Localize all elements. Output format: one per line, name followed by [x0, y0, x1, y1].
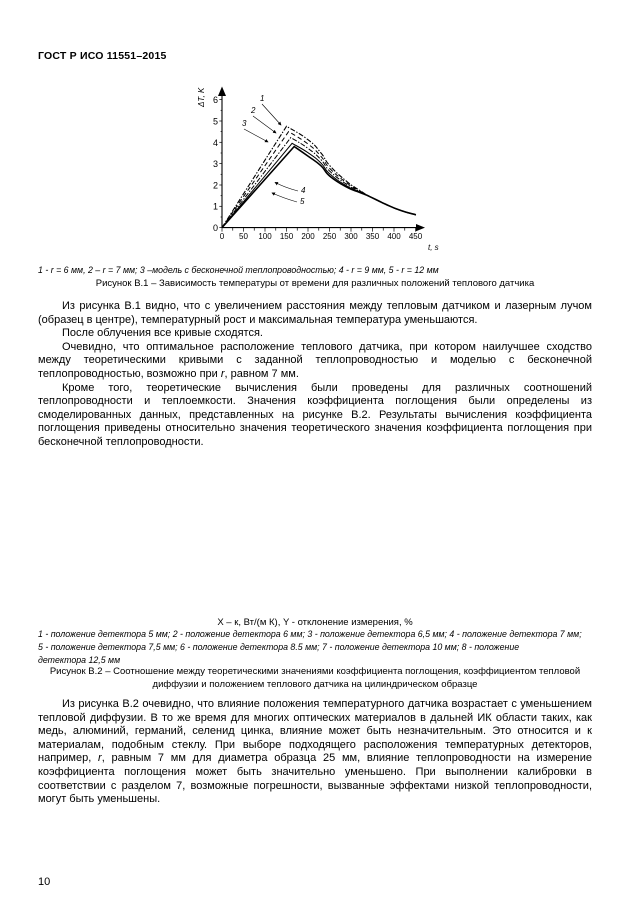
- svg-text:450: 450: [409, 232, 423, 241]
- svg-text:t, s: t, s: [428, 243, 439, 252]
- svg-text:100: 100: [258, 232, 272, 241]
- svg-text:5: 5: [213, 117, 218, 127]
- svg-text:350: 350: [366, 232, 380, 241]
- svg-text:1: 1: [213, 202, 218, 212]
- svg-text:6: 6: [213, 95, 218, 105]
- svg-text:0: 0: [213, 223, 218, 233]
- svg-text:2: 2: [213, 180, 218, 190]
- svg-text:ΔT, K: ΔT, K: [197, 87, 206, 108]
- svg-text:250: 250: [323, 232, 337, 241]
- svg-text:50: 50: [239, 232, 248, 241]
- svg-text:150: 150: [280, 232, 294, 241]
- svg-text:2: 2: [250, 106, 256, 115]
- svg-text:400: 400: [387, 232, 401, 241]
- svg-text:300: 300: [344, 232, 358, 241]
- svg-text:3: 3: [213, 159, 218, 169]
- svg-text:4: 4: [301, 186, 306, 195]
- svg-text:200: 200: [301, 232, 315, 241]
- svg-text:4: 4: [213, 138, 218, 148]
- svg-text:0: 0: [220, 232, 225, 241]
- svg-text:5: 5: [300, 197, 305, 206]
- svg-text:3: 3: [242, 119, 247, 128]
- svg-text:1: 1: [260, 94, 264, 103]
